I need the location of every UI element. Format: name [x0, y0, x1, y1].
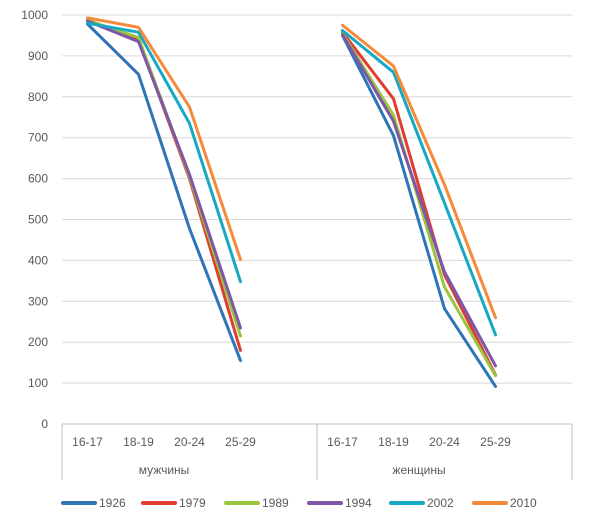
series-line: [86, 21, 242, 284]
y-axis: 0 100 200 300 400 500 600 700 800 900 1000: [21, 8, 48, 431]
y-tick-label: 100: [28, 376, 48, 390]
x-tick-label: 20-24: [174, 435, 205, 449]
legend-label: 1979: [179, 496, 206, 510]
y-tick-label: 800: [28, 90, 48, 104]
x-axis: 16-17 18-19 20-24 25-29 мужчины 16-17 18-19 20-…: [61, 423, 573, 480]
y-tick-label: 900: [28, 49, 48, 63]
x-group-label: мужчины: [139, 463, 190, 477]
x-tick-label: 20-24: [429, 435, 460, 449]
series-line: [341, 30, 497, 377]
y-tick-label: 700: [28, 131, 48, 145]
y-tick-label: 600: [28, 172, 48, 186]
series-line: [341, 34, 497, 388]
x-tick-label: 18-19: [378, 435, 409, 449]
x-tick-label: 25-29: [225, 435, 256, 449]
gridlines: [62, 14, 572, 384]
series-lines: [86, 16, 497, 388]
legend-label: 1989: [262, 496, 289, 510]
series-line: [341, 29, 497, 337]
x-tick-label: 16-17: [72, 435, 103, 449]
legend-label: 2002: [427, 496, 454, 510]
legend-label: 1994: [345, 496, 372, 510]
series-line: [86, 22, 242, 363]
y-tick-label: 0: [41, 417, 48, 431]
legend: 1926 1979 1989 1994 2002 2010: [61, 496, 537, 510]
x-tick-label: 16-17: [327, 435, 358, 449]
series-line: [86, 19, 242, 330]
y-tick-label: 500: [28, 213, 48, 227]
x-group-label: женщины: [392, 463, 445, 477]
y-tick-label: 1000: [21, 8, 48, 22]
legend-label: 1926: [99, 496, 126, 510]
series-line: [86, 16, 242, 262]
y-tick-label: 300: [28, 294, 48, 308]
legend-label: 2010: [510, 496, 537, 510]
x-tick-label: 18-19: [123, 435, 154, 449]
y-tick-label: 200: [28, 335, 48, 349]
series-line: [341, 33, 497, 368]
series-line: [341, 23, 497, 320]
x-tick-label: 25-29: [480, 435, 511, 449]
y-tick-label: 400: [28, 253, 48, 267]
